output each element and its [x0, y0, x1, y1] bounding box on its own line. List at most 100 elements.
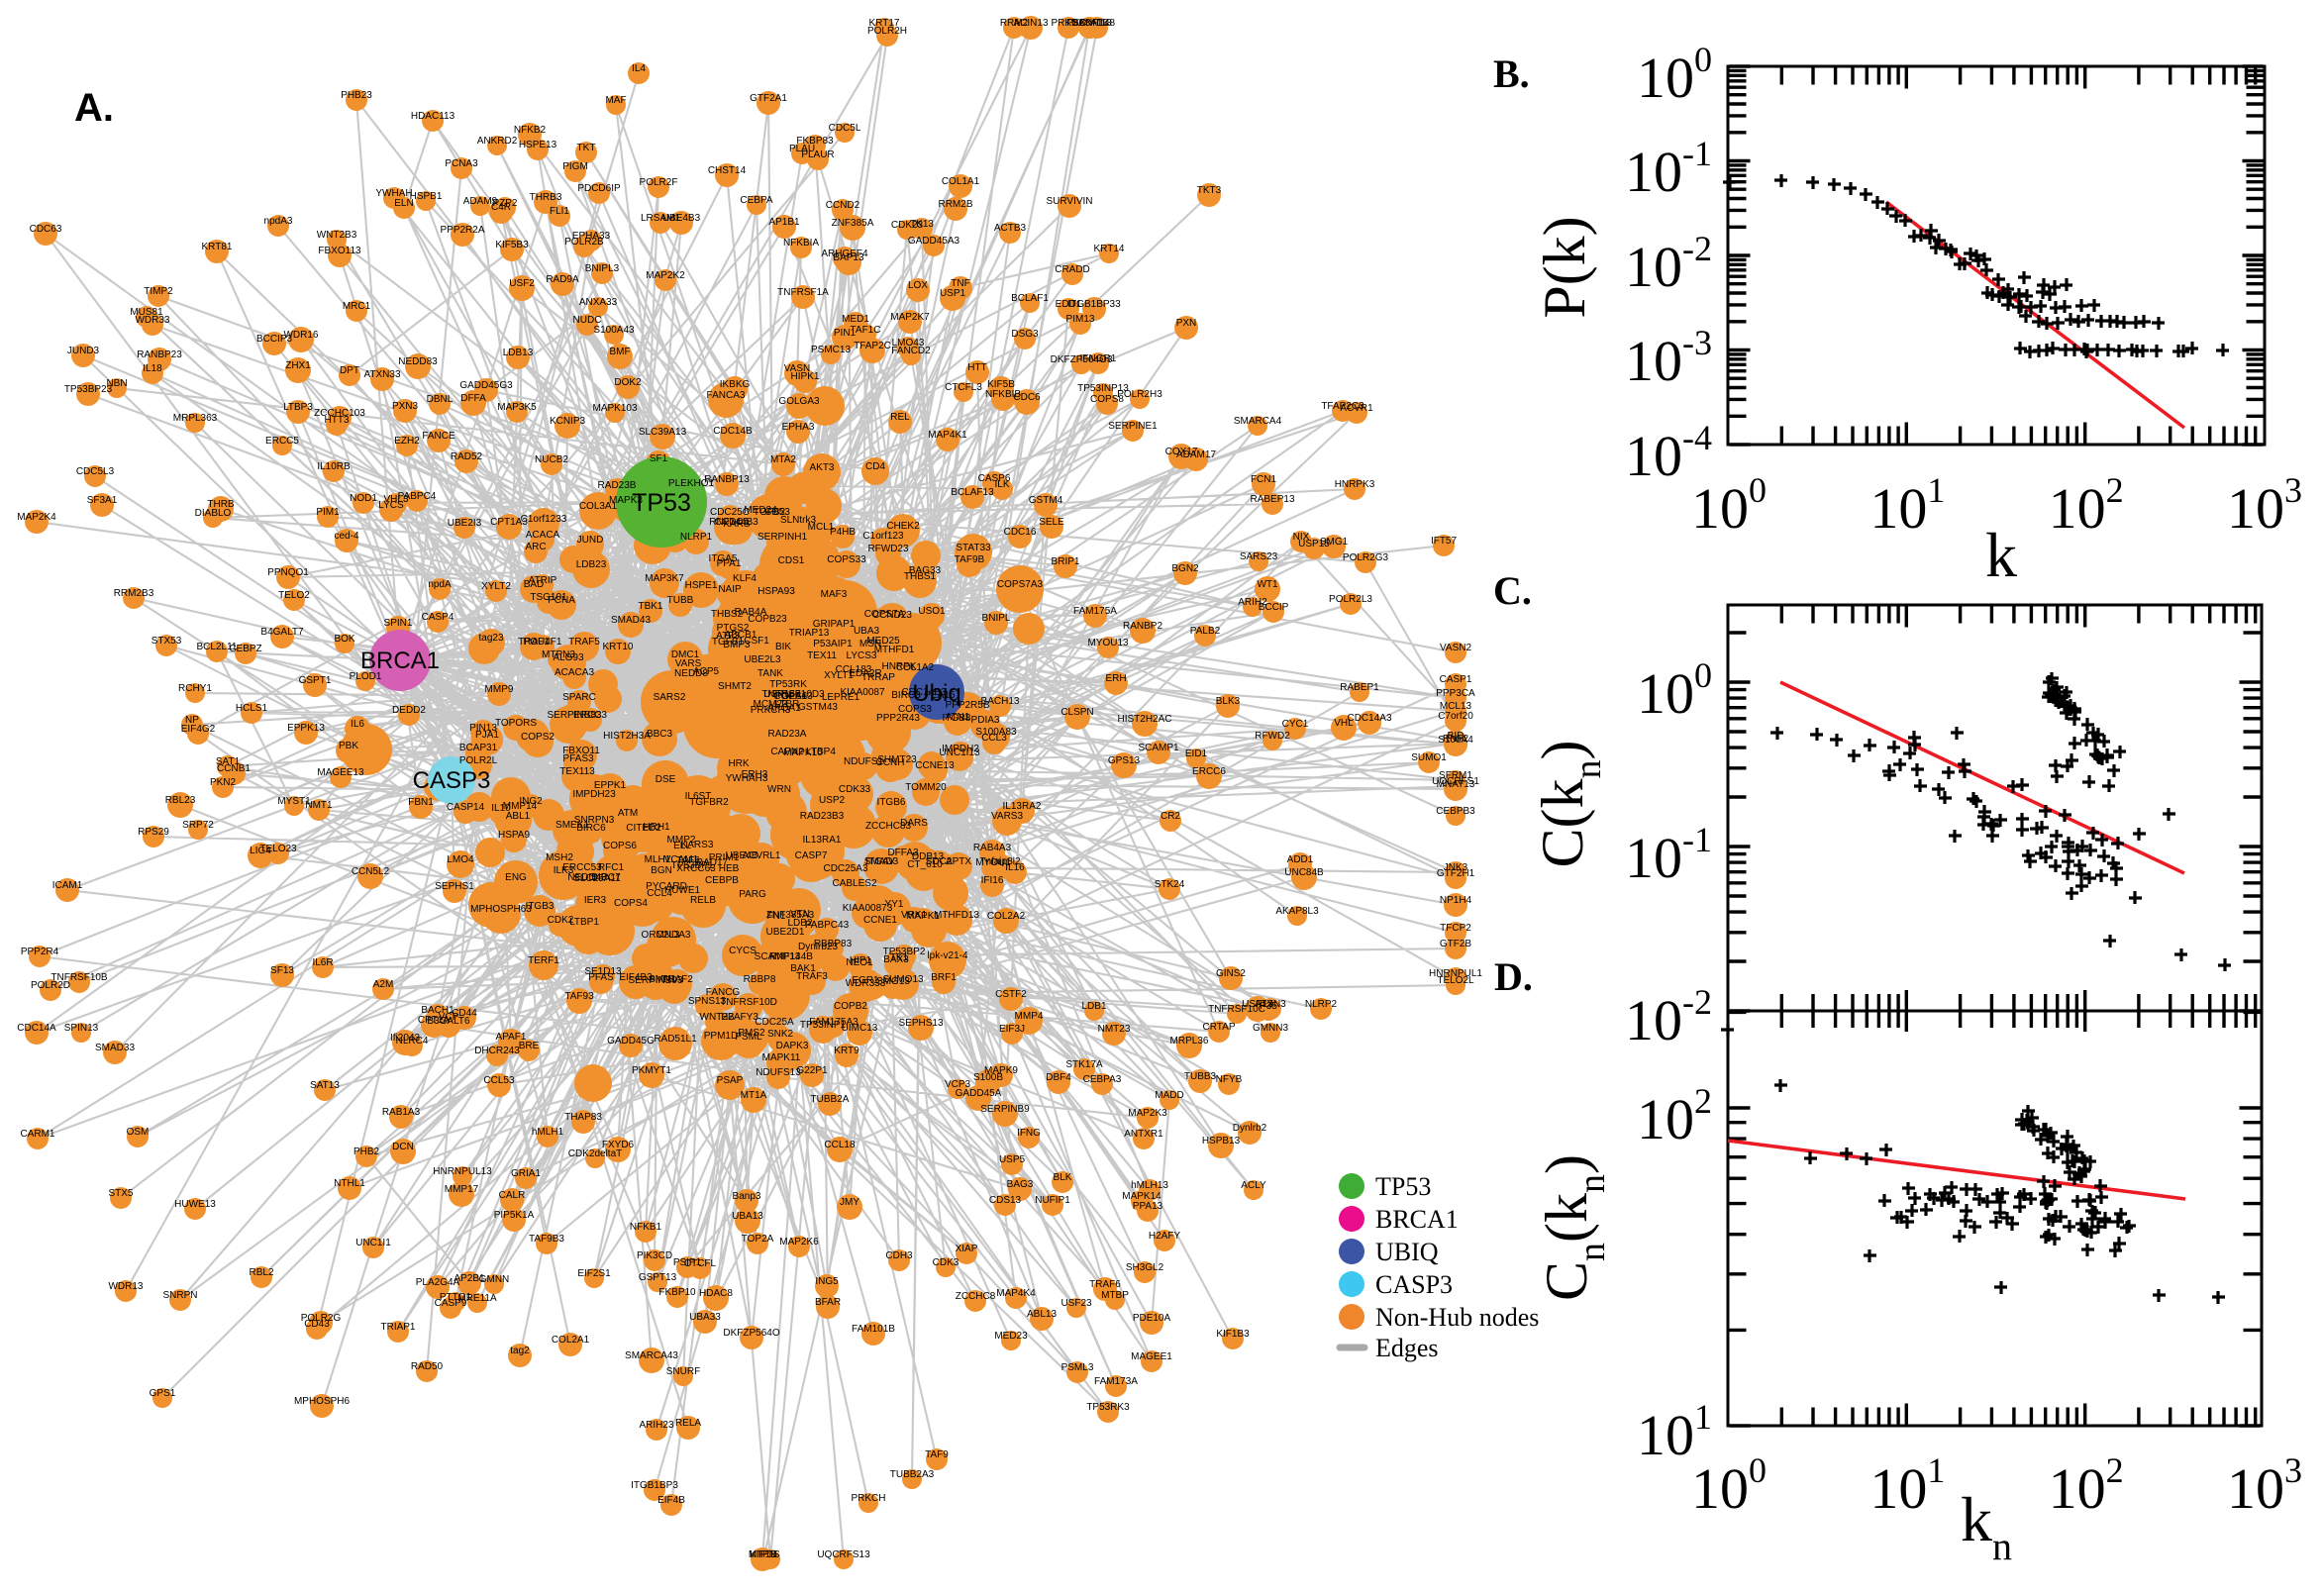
svg-text:BCLAF1: BCLAF1: [1011, 293, 1049, 304]
svg-text:UBA33: UBA33: [689, 1312, 721, 1323]
svg-text:MAF3: MAF3: [821, 589, 848, 600]
svg-text:KIAA0087: KIAA0087: [840, 687, 884, 698]
svg-text:COPS33: COPS33: [827, 554, 866, 565]
svg-text:TUBB: TUBB: [667, 595, 694, 606]
svg-text:NUDC: NUDC: [573, 315, 602, 326]
svg-text:CR2: CR2: [1161, 811, 1180, 822]
svg-text:NIX: NIX: [1293, 532, 1310, 543]
svg-text:TNFRSF1A: TNFRSF1A: [777, 287, 829, 298]
svg-text:FANCA3: FANCA3: [707, 390, 746, 401]
svg-text:ERCC3: ERCC3: [573, 710, 607, 721]
svg-text:MAP2K4: MAP2K4: [17, 512, 56, 523]
svg-text:A2M: A2M: [373, 979, 394, 990]
svg-text:TP53BP23: TP53BP23: [64, 384, 113, 395]
svg-text:VASN: VASN: [784, 363, 811, 374]
svg-text:CCNE13: CCNE13: [915, 760, 955, 771]
svg-text:FANCD2: FANCD2: [891, 346, 931, 356]
svg-text:IL6ST: IL6ST: [685, 791, 712, 802]
svg-text:MAPK11: MAPK11: [762, 1052, 801, 1063]
svg-text:FKBP10: FKBP10: [658, 1287, 696, 1298]
svg-text:MAP3K5: MAP3K5: [497, 402, 537, 413]
svg-text:BRCA1: BRCA1: [1375, 1205, 1459, 1234]
svg-text:Dynlrb23: Dynlrb23: [798, 942, 838, 952]
svg-text:BRCA1: BRCA1: [360, 648, 440, 674]
svg-text:SERPINH1: SERPINH1: [758, 532, 807, 543]
svg-text:CDC25A: CDC25A: [755, 1017, 794, 1028]
svg-text:HSPE13: HSPE13: [519, 140, 557, 150]
svg-text:SH3GL2: SH3GL2: [1126, 1262, 1164, 1273]
svg-text:COPB23: COPB23: [748, 614, 787, 625]
svg-text:ced-4: ced-4: [334, 531, 358, 542]
svg-text:FAM173A: FAM173A: [1094, 1376, 1138, 1387]
svg-text:RAD50: RAD50: [411, 1361, 444, 1372]
svg-text:RAD51L1: RAD51L1: [654, 1034, 697, 1045]
svg-text:FKBP83: FKBP83: [796, 136, 834, 147]
svg-text:GADD45G3: GADD45G3: [459, 380, 513, 391]
svg-text:BID: BID: [1448, 731, 1464, 742]
svg-text:BIK: BIK: [775, 642, 791, 652]
svg-text:DDB13: DDB13: [912, 851, 945, 862]
svg-text:MAP2K7: MAP2K7: [890, 312, 930, 323]
svg-text:VARS3: VARS3: [991, 811, 1023, 822]
svg-text:CHST14: CHST14: [708, 165, 747, 176]
svg-text:PPP2R4: PPP2R4: [21, 947, 59, 957]
svg-text:FBN1: FBN1: [408, 797, 434, 808]
svg-text:PTS: PTS: [760, 1549, 780, 1560]
svg-text:MMP17: MMP17: [445, 1184, 479, 1195]
svg-text:PRKCH3: PRKCH3: [751, 705, 791, 716]
svg-text:VCP: VCP: [439, 1012, 459, 1023]
svg-text:NAIP: NAIP: [718, 584, 742, 595]
svg-text:LTBR: LTBR: [775, 699, 800, 710]
svg-text:RNF144B: RNF144B: [769, 951, 813, 962]
svg-text:VCAM1: VCAM1: [664, 854, 699, 865]
svg-text:hMLH1: hMLH1: [532, 1127, 564, 1138]
svg-text:CEBPB: CEBPB: [705, 875, 739, 886]
svg-text:BCAP31: BCAP31: [459, 743, 498, 753]
svg-text:PPP2R43: PPP2R43: [876, 713, 920, 724]
svg-text:SPARC: SPARC: [562, 692, 596, 703]
svg-text:PCNA3: PCNA3: [445, 158, 478, 169]
svg-text:ITGAV: ITGAV: [865, 856, 895, 867]
svg-text:BMP3: BMP3: [723, 640, 751, 650]
svg-text:ATRIP: ATRIP: [529, 575, 557, 586]
svg-text:PRKCH: PRKCH: [851, 1493, 885, 1504]
svg-text:NFKB1: NFKB1: [630, 1222, 662, 1233]
svg-text:MMP14: MMP14: [503, 801, 538, 812]
svg-text:YWHAH: YWHAH: [375, 188, 412, 199]
svg-text:KRT9: KRT9: [834, 1046, 859, 1056]
svg-text:MAPK10: MAPK10: [783, 748, 823, 758]
svg-text:SDC2: SDC2: [926, 856, 953, 867]
svg-text:LDB13: LDB13: [503, 348, 534, 358]
svg-text:ANKRD2: ANKRD2: [477, 136, 518, 147]
svg-text:CD43: CD43: [304, 1319, 330, 1330]
svg-text:npdA3: npdA3: [264, 216, 293, 227]
svg-text:FAM101B: FAM101B: [852, 1324, 895, 1335]
svg-text:HRK: HRK: [728, 758, 749, 769]
svg-text:BAX3: BAX3: [883, 954, 909, 965]
svg-text:SERPINB9: SERPINB9: [980, 1104, 1030, 1115]
svg-text:CASP14: CASP14: [447, 802, 485, 813]
svg-text:ARC: ARC: [525, 542, 546, 552]
svg-text:ZCCHC103: ZCCHC103: [314, 408, 365, 419]
svg-text:B.: B.: [1493, 51, 1530, 96]
svg-text:ATXN3: ATXN3: [1255, 999, 1286, 1010]
svg-text:NLRP2: NLRP2: [1305, 999, 1338, 1010]
svg-text:CDC6: CDC6: [1013, 392, 1041, 403]
svg-text:IKBKG: IKBKG: [720, 379, 751, 390]
svg-text:C7orf20: C7orf20: [1438, 711, 1473, 722]
svg-text:ARIH2: ARIH2: [1238, 597, 1267, 608]
svg-text:MAPK3: MAPK3: [609, 495, 643, 506]
svg-text:MRC1: MRC1: [343, 301, 371, 312]
svg-text:TP53BP1: TP53BP1: [671, 860, 714, 871]
svg-text:S100A43: S100A43: [593, 325, 635, 336]
svg-text:SFRM1: SFRM1: [1439, 770, 1472, 781]
svg-text:SF1: SF1: [650, 453, 668, 464]
svg-text:BIRC3: BIRC3: [891, 690, 921, 701]
svg-text:BIRC7: BIRC7: [591, 872, 621, 883]
svg-text:TAF9B: TAF9B: [955, 554, 985, 565]
svg-text:P35: P35: [1260, 1001, 1277, 1012]
svg-text:MLH1: MLH1: [645, 854, 671, 865]
svg-text:RAD9A: RAD9A: [546, 274, 579, 285]
svg-text:CDC14A3: CDC14A3: [1347, 713, 1391, 724]
svg-text:DIABLO: DIABLO: [195, 508, 232, 519]
